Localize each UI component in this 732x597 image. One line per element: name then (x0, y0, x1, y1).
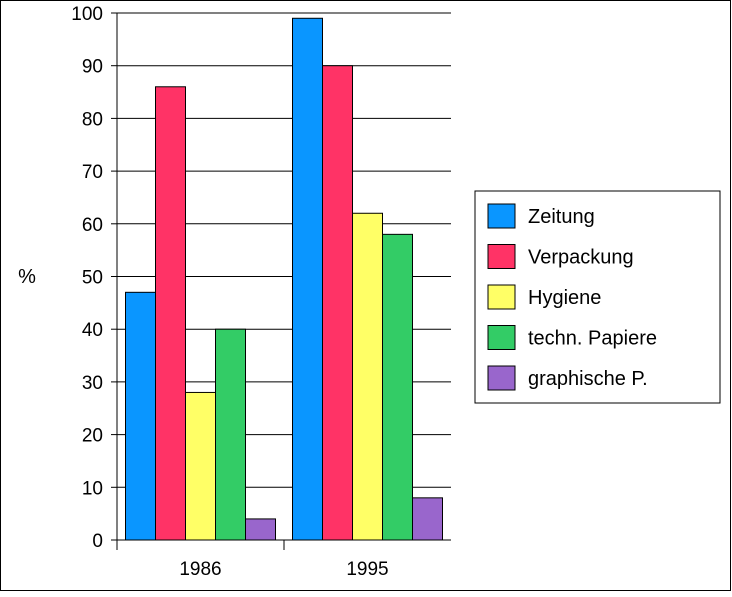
bar-graphische-p--1986 (245, 518, 276, 541)
bar-hygiene-1986 (185, 391, 216, 541)
legend: Zeitung Verpackung Hygiene techn. Papiere gr… (474, 190, 721, 404)
y-axis-label: % (18, 266, 36, 288)
bar-graphische-p--1995 (412, 497, 443, 541)
legend-label: Zeitung (528, 206, 595, 228)
y-tick-label: 80 (82, 109, 103, 130)
legend-swatch (487, 365, 516, 391)
bar-hygiene-1995 (352, 212, 383, 541)
bar-zeitung-1995 (292, 17, 323, 541)
bar-verpackung-1995 (322, 65, 353, 541)
legend-label: Verpackung (528, 247, 634, 269)
legend-label: graphische P. (528, 368, 648, 390)
bar-verpackung-1986 (155, 86, 186, 541)
x-tick-label: 1986 (179, 559, 221, 580)
y-tick-label: 70 (82, 162, 103, 183)
axes: 0 10 20 30 40 50 60 70 80 90 100 1986 1995 (71, 4, 451, 580)
bar-zeitung-1986 (125, 291, 156, 541)
y-tick-label: 90 (82, 57, 103, 78)
legend-box (474, 190, 721, 404)
y-tick-label: 10 (82, 478, 103, 499)
legend-swatch (487, 203, 516, 229)
y-tick-label: 50 (82, 268, 103, 289)
y-tick-label: 100 (71, 4, 103, 25)
legend-swatch (487, 244, 516, 269)
y-tick-label: 40 (82, 320, 103, 341)
legend-label: techn. Papiere (528, 328, 657, 350)
legend-swatch (487, 325, 516, 350)
y-tick-label: 60 (82, 215, 103, 236)
legend-label: Hygiene (528, 287, 601, 309)
bar-techn-papiere-1995 (382, 233, 413, 541)
y-tick-label: 20 (82, 426, 103, 447)
y-tick-label: 30 (82, 373, 103, 394)
legend-swatch (487, 284, 516, 310)
bar-techn-papiere-1986 (215, 328, 246, 541)
y-tick-label: 0 (92, 531, 103, 552)
x-tick-label: 1995 (346, 559, 388, 580)
